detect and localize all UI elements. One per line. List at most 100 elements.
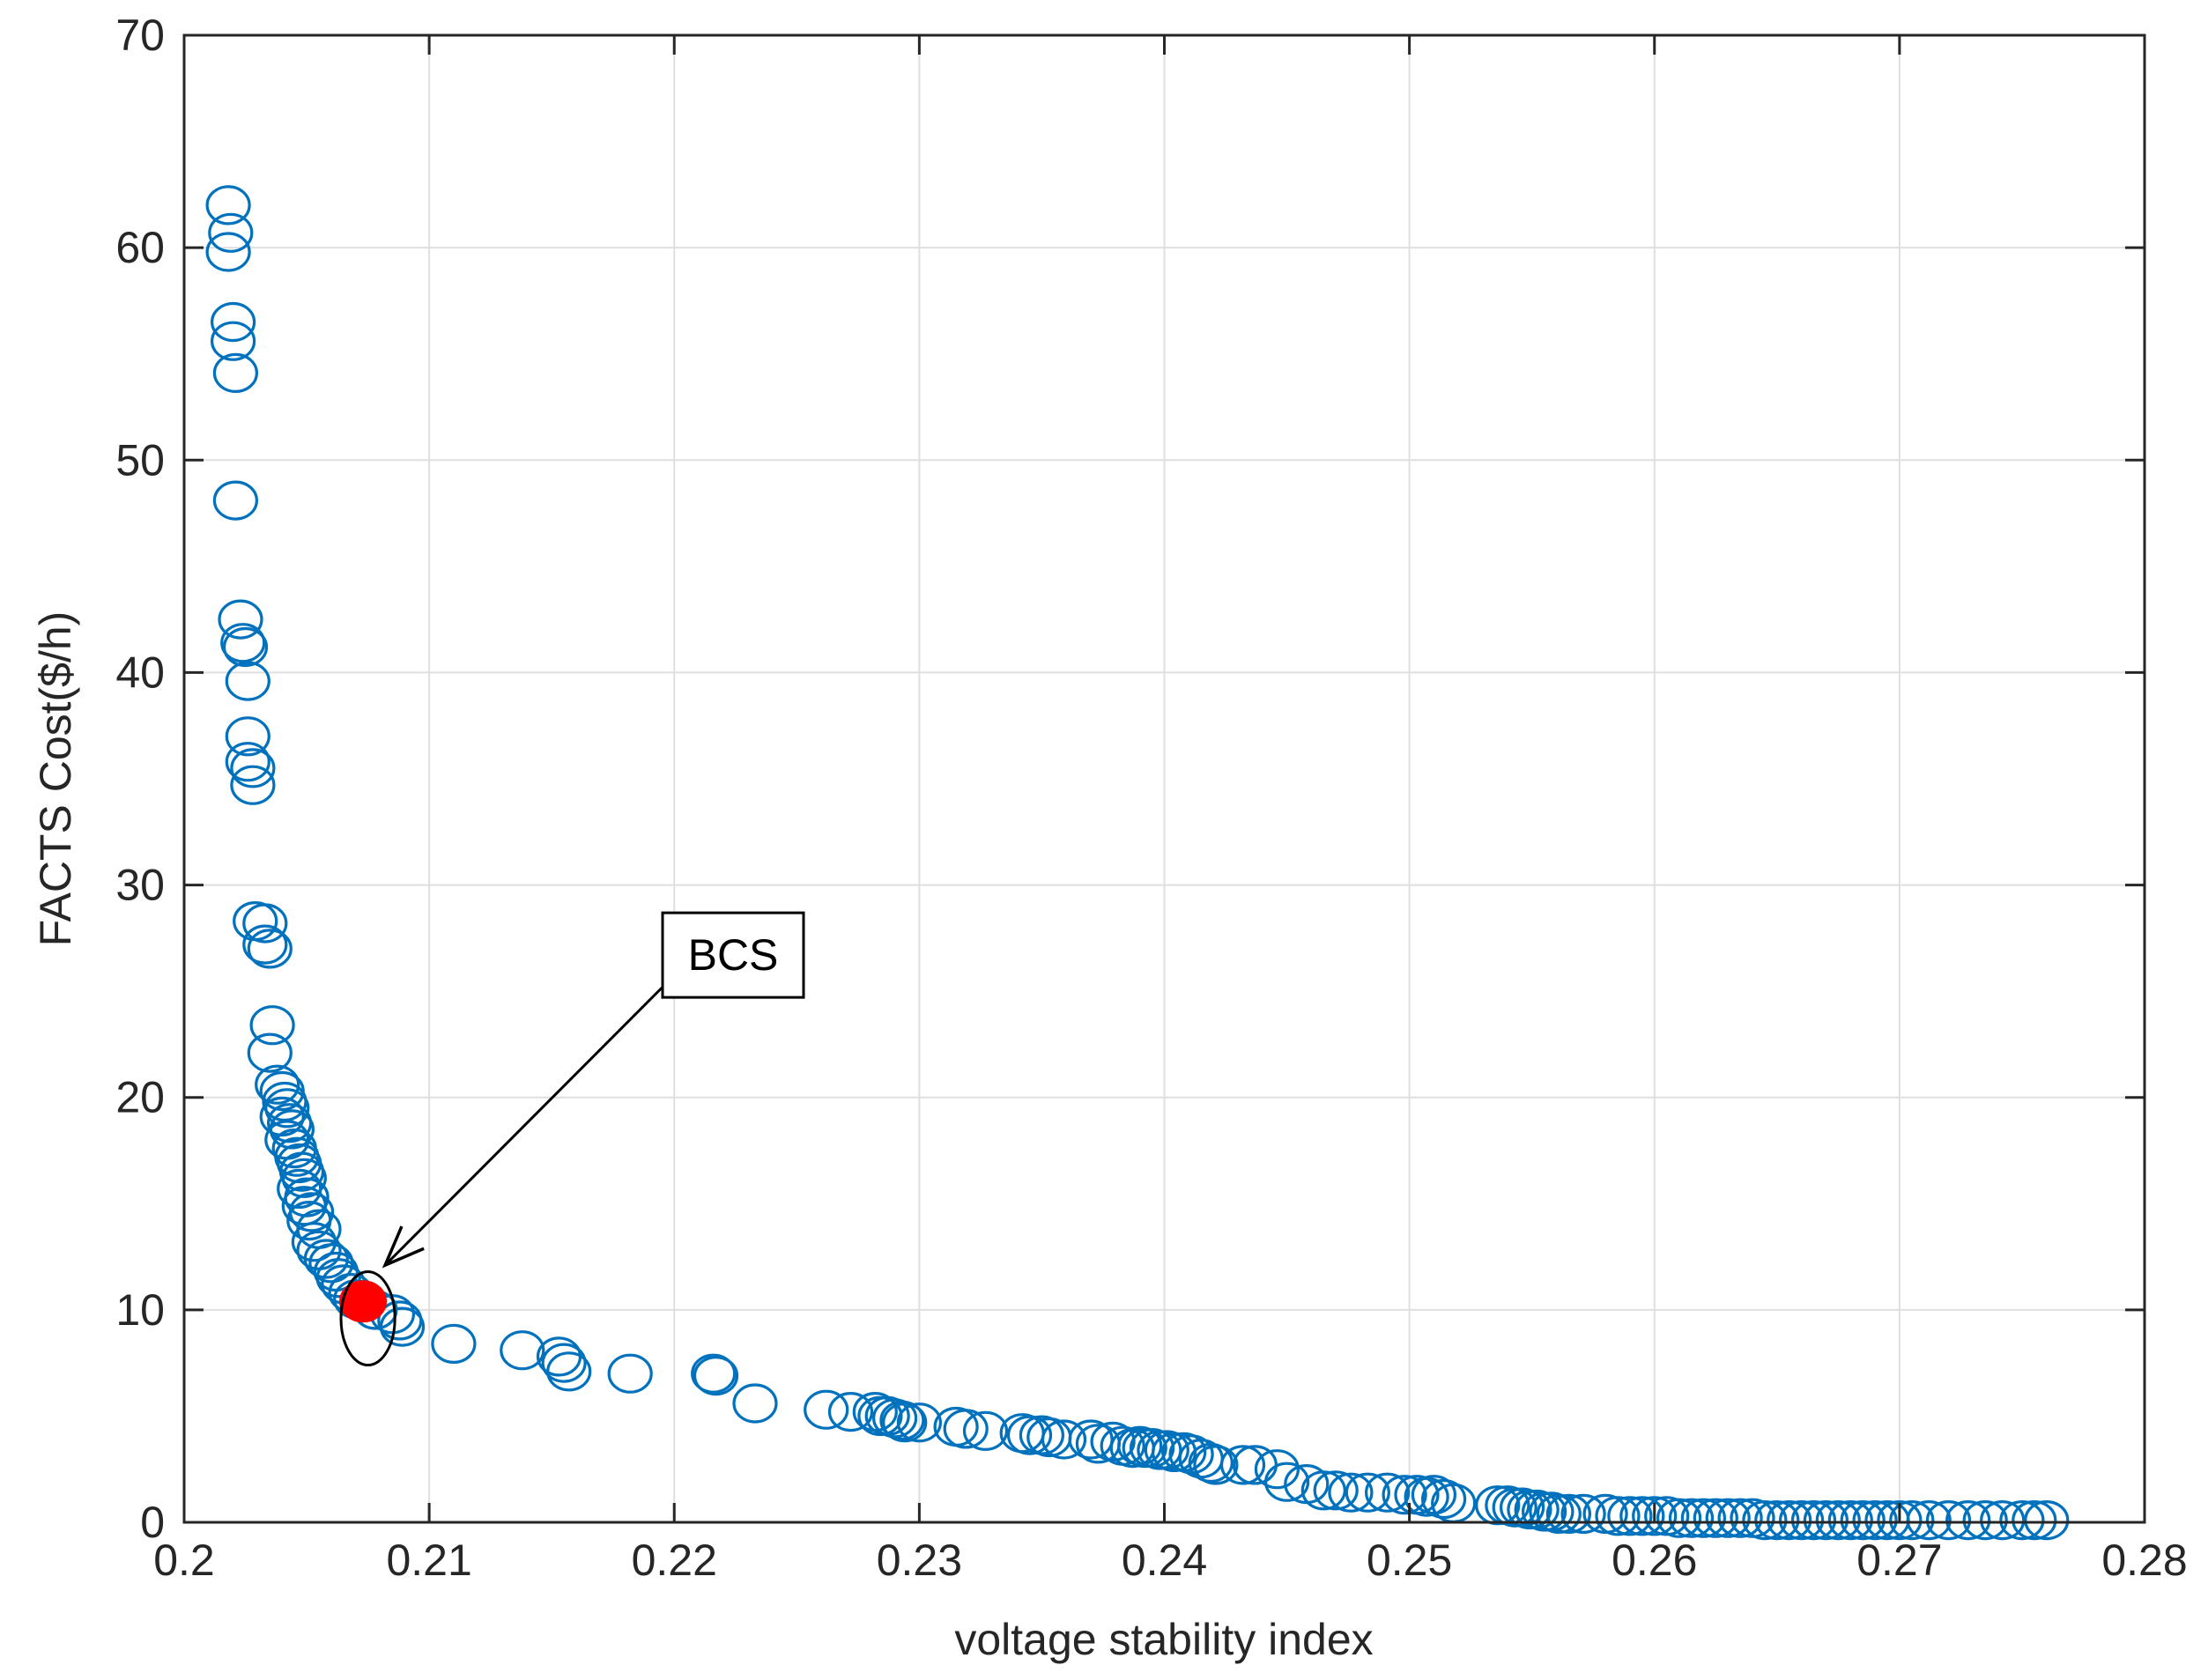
data-point — [431, 1323, 477, 1365]
data-point — [247, 1032, 293, 1073]
bcs-label: BCS — [688, 930, 779, 980]
data-point — [1815, 1499, 1861, 1541]
data-point — [1668, 1498, 1715, 1538]
data-point — [1693, 1498, 1738, 1538]
y-tick-label: 10 — [115, 1285, 165, 1335]
data-point — [1889, 1499, 1935, 1541]
data-point — [1300, 1470, 1346, 1511]
data-point — [1803, 1499, 1849, 1541]
data-point — [1619, 1496, 1665, 1536]
highlight-layer — [339, 1280, 388, 1323]
data-point — [1742, 1499, 1788, 1541]
data-point — [827, 1391, 874, 1432]
data-point — [693, 1355, 739, 1396]
y-axis-title: FACTS Cost($/h) — [31, 611, 80, 947]
data-point — [315, 1258, 361, 1299]
data-point — [943, 1409, 989, 1449]
x-tick-label: 0.21 — [386, 1536, 471, 1585]
data-point — [1877, 1499, 1923, 1541]
x-tick-label: 0.23 — [877, 1536, 962, 1585]
data-point — [1382, 1475, 1427, 1515]
x-tick-label: 0.22 — [632, 1536, 717, 1585]
x-axis-title: voltage stability index — [954, 1615, 1373, 1664]
data-point — [1345, 1472, 1390, 1513]
data-point — [1536, 1493, 1582, 1535]
data-point — [1925, 1499, 1972, 1541]
data-point — [220, 623, 266, 663]
data-point — [225, 742, 270, 782]
data-point — [1193, 1445, 1239, 1485]
data-point — [500, 1330, 545, 1371]
data-point — [1717, 1498, 1763, 1538]
tick-labels: 0.2 0.21 0.22 0.23 0.24 0.25 0.26 0.27 0.28 0 10 20… — [115, 11, 2187, 1585]
data-point — [1328, 1472, 1374, 1513]
y-tick-label: 40 — [115, 648, 165, 697]
data-point — [1767, 1499, 1812, 1541]
data-point — [211, 301, 256, 343]
data-point — [882, 1402, 928, 1443]
bcs-arrow-head — [382, 1225, 425, 1269]
data-point — [1313, 1470, 1359, 1511]
data-point — [1041, 1419, 1087, 1460]
data-point — [1827, 1499, 1873, 1541]
bcs-highlight-point — [339, 1280, 388, 1323]
data-point — [1790, 1499, 1837, 1541]
data-point — [1090, 1421, 1136, 1462]
data-point — [1754, 1499, 1800, 1541]
data-points — [205, 185, 2070, 1541]
data-point — [607, 1353, 653, 1394]
data-point — [896, 1402, 943, 1443]
bcs-label-box — [661, 911, 805, 999]
data-point — [277, 1168, 322, 1210]
data-point — [879, 1400, 925, 1440]
data-point — [247, 929, 293, 969]
annotation: BCS — [339, 911, 805, 1367]
data-point — [1263, 1462, 1310, 1502]
data-point — [732, 1383, 778, 1424]
data-point — [222, 626, 269, 668]
data-point — [242, 903, 288, 944]
data-point — [1906, 1499, 1952, 1541]
data-point — [218, 599, 263, 640]
data-point — [1840, 1499, 1886, 1541]
data-point — [242, 924, 288, 965]
data-point — [1188, 1442, 1234, 1484]
y-tick-label: 60 — [115, 223, 165, 272]
data-point — [1962, 1499, 2008, 1541]
data-point — [208, 212, 254, 253]
data-point — [1945, 1499, 1991, 1541]
y-tick-label: 0 — [140, 1498, 165, 1547]
data-point — [1219, 1445, 1266, 1485]
data-point — [1656, 1498, 1702, 1538]
data-point — [212, 352, 258, 393]
data-point — [1852, 1499, 1898, 1541]
y-tick-label: 30 — [115, 861, 165, 910]
data-point — [1475, 1485, 1521, 1526]
data-point — [211, 321, 256, 361]
x-tick-label: 0.2 — [153, 1536, 215, 1585]
grid-lines — [184, 35, 2145, 1522]
data-point — [1545, 1493, 1592, 1535]
x-tick-label: 0.26 — [1612, 1536, 1697, 1585]
data-point — [230, 748, 276, 788]
data-point — [962, 1410, 1009, 1451]
y-tick-label: 20 — [115, 1073, 165, 1122]
data-point — [1411, 1475, 1457, 1515]
data-point — [2024, 1499, 2070, 1541]
bcs-ellipse — [339, 1269, 396, 1367]
data-point — [1420, 1478, 1467, 1520]
x-tick-label: 0.27 — [1856, 1536, 1942, 1585]
data-point — [541, 1343, 587, 1383]
data-point — [1560, 1493, 1606, 1535]
data-point — [1778, 1499, 1825, 1541]
data-point — [1705, 1498, 1751, 1538]
data-point — [225, 661, 270, 701]
data-point — [1999, 1499, 2045, 1541]
data-point — [804, 1389, 849, 1430]
data-point — [691, 1353, 737, 1394]
data-point — [286, 1200, 332, 1241]
data-point — [1680, 1498, 1727, 1538]
data-point — [546, 1351, 592, 1392]
data-point — [255, 1064, 300, 1105]
